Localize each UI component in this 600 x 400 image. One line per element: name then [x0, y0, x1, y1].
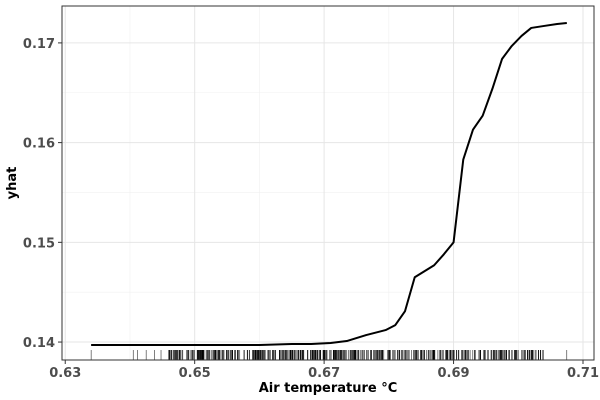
x-axis-ticks: 0.63 0.65 0.67 0.69 0.71 — [49, 360, 599, 381]
series-line — [91, 21, 567, 347]
x-tick-label: 0.63 — [49, 366, 81, 381]
rug-marks — [90, 350, 568, 360]
x-axis-title: Air temperature °C — [259, 381, 398, 396]
x-tick-label: 0.65 — [179, 366, 211, 381]
y-axis-ticks: 0.14 0.15 0.16 0.17 — [23, 37, 62, 351]
y-tick-label: 0.14 — [23, 336, 55, 351]
series-lines — [91, 21, 567, 347]
y-tick-label: 0.17 — [23, 37, 55, 52]
y-tick-label: 0.16 — [23, 137, 55, 152]
x-tick-label: 0.69 — [438, 366, 470, 381]
grid — [62, 6, 594, 360]
plot-panel-border — [61, 5, 595, 361]
x-tick-label: 0.67 — [308, 366, 340, 381]
y-tick-label: 0.15 — [23, 236, 55, 251]
x-tick-label: 0.71 — [567, 366, 599, 381]
y-axis-title: yhat — [5, 167, 20, 200]
